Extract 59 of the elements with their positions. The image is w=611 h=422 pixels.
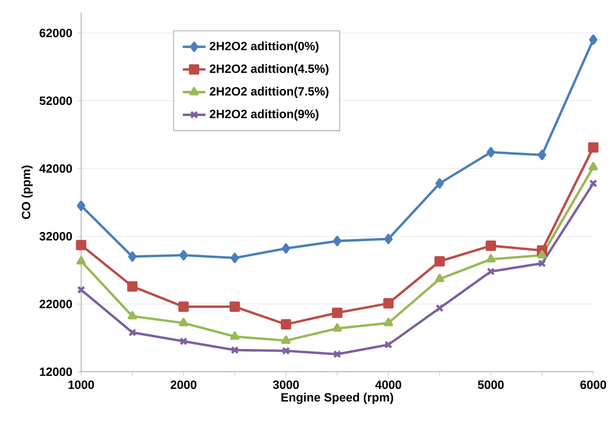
point xyxy=(486,268,495,276)
y-tick-label: 12000 xyxy=(40,368,72,376)
x-axis-title: Engine Speed (rpm) xyxy=(281,392,394,404)
point xyxy=(280,319,292,330)
point xyxy=(436,304,444,312)
y-tick-label: 32000 xyxy=(39,232,72,241)
point xyxy=(538,260,546,268)
point xyxy=(282,346,290,355)
point xyxy=(179,250,188,261)
point xyxy=(435,178,444,189)
y-tick-label: 62000 xyxy=(40,28,72,38)
point xyxy=(76,256,86,265)
point xyxy=(178,318,188,326)
point xyxy=(537,250,547,259)
legend-label: 2H2O2 adittion(0%) xyxy=(210,42,318,53)
y-tick-label: 22000 xyxy=(40,300,72,308)
point xyxy=(589,34,598,46)
point xyxy=(486,254,496,263)
y-axis-title: CO (ppm) xyxy=(22,166,33,220)
point xyxy=(333,236,342,246)
x-tick-label: 3000 xyxy=(272,380,299,390)
point xyxy=(281,336,291,344)
legend-label: 2H2O2 adittion(7.5%) xyxy=(210,86,328,98)
x-tick-label: 5000 xyxy=(478,380,504,390)
point xyxy=(384,340,392,349)
point xyxy=(282,243,290,254)
point xyxy=(128,252,137,262)
point xyxy=(230,252,239,264)
point xyxy=(230,332,240,340)
x-tick-label: 2000 xyxy=(170,380,196,390)
point xyxy=(384,234,393,244)
point xyxy=(127,281,138,292)
y-tick-label: 52000 xyxy=(40,96,72,106)
point xyxy=(486,240,496,252)
point xyxy=(332,323,342,332)
point xyxy=(230,302,240,312)
point xyxy=(333,350,342,358)
x-tick-label: 6000 xyxy=(580,380,606,390)
y-tick-label: 42000 xyxy=(39,164,72,173)
point xyxy=(76,240,86,250)
point xyxy=(588,142,598,153)
legend-label: 2H2O2 adittion(4.5%) xyxy=(210,64,328,76)
legend-label: 2H2O2 adittion(9%) xyxy=(210,110,318,121)
point xyxy=(434,274,444,282)
x-tick-label: 4000 xyxy=(375,380,402,390)
point xyxy=(486,147,496,158)
point xyxy=(434,256,445,267)
point xyxy=(332,308,342,318)
x-tick-label: 1000 xyxy=(68,380,94,390)
point xyxy=(178,302,189,312)
point xyxy=(588,162,598,170)
point xyxy=(384,318,394,326)
point xyxy=(230,346,239,354)
point xyxy=(128,311,138,320)
point xyxy=(538,150,546,160)
point xyxy=(383,298,394,309)
point xyxy=(128,328,136,337)
point xyxy=(180,337,188,346)
point xyxy=(76,200,86,212)
